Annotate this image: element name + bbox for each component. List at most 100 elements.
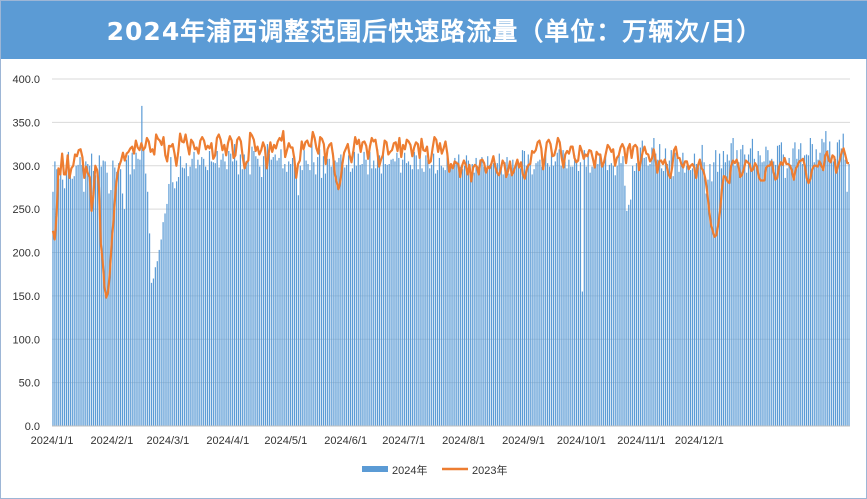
bar-2024 [711, 181, 713, 426]
bar-2024 [83, 191, 85, 426]
bar-2024 [709, 164, 711, 426]
bar-2024 [581, 291, 583, 426]
bar-2024 [463, 165, 466, 426]
bar-2024 [637, 157, 640, 426]
bar-2024 [562, 150, 564, 426]
bar-2024 [290, 164, 292, 426]
bar-2024 [510, 167, 512, 427]
bar-2024 [75, 165, 77, 426]
bar-2024 [811, 144, 813, 426]
bar-2024 [773, 161, 775, 426]
bar-2024 [635, 163, 638, 426]
bar-2024 [798, 149, 800, 426]
y-tick-label: 50.0 [19, 378, 40, 390]
bar-2024 [622, 156, 624, 426]
bar-2024 [272, 157, 274, 426]
bar-2024 [303, 150, 305, 426]
bar-2024 [307, 164, 309, 426]
bar-2024 [334, 160, 336, 427]
bar-2024 [782, 154, 784, 426]
bar-2024 [373, 160, 375, 427]
bar-2024 [585, 166, 587, 426]
bar-2024 [270, 159, 272, 426]
bar-2024 [54, 161, 56, 426]
bar-2024 [587, 151, 589, 426]
bar-2024 [237, 174, 240, 426]
x-tick-label: 2024/10/1 [557, 435, 606, 447]
bar-2024 [168, 183, 170, 426]
bar-2024 [518, 164, 520, 426]
bar-2024 [469, 173, 471, 426]
bar-2024 [177, 177, 180, 426]
bar-2024 [699, 158, 701, 426]
bar-2024 [769, 160, 771, 427]
bar-2024 [317, 157, 319, 426]
bar-2024 [409, 164, 412, 426]
bar-2024 [355, 165, 357, 426]
bar-2024 [388, 164, 390, 426]
bar-2024 [771, 158, 773, 426]
bar-2024 [490, 164, 493, 426]
bar-2024 [527, 154, 529, 426]
bar-2024 [295, 176, 298, 426]
bar-2024 [543, 158, 545, 426]
bar-2024 [315, 174, 317, 426]
bar-2024 [794, 142, 796, 426]
bar-2024 [367, 174, 369, 426]
bar-2024 [618, 152, 620, 427]
bar-2024 [322, 156, 325, 426]
bar-2024 [765, 146, 767, 426]
bar-2024 [185, 163, 187, 426]
bar-2024 [423, 171, 425, 426]
bar-2024 [749, 148, 752, 426]
bar-2024 [276, 160, 278, 427]
bar-2024 [224, 161, 226, 426]
series-2024-bars [52, 105, 850, 427]
bar-2024 [601, 162, 603, 426]
bar-2024 [278, 157, 280, 426]
bar-2024 [371, 168, 373, 426]
bar-2024 [643, 157, 645, 426]
y-axis-ticks: 0.0 50.0 100.0 150.0 200.0 250.0 300.0 350.0 400… [12, 74, 40, 433]
bar-2024 [661, 168, 663, 426]
bar-2024 [400, 172, 402, 426]
bar-2024 [461, 169, 464, 426]
bar-2024 [494, 163, 497, 426]
bar-2024 [135, 152, 137, 427]
bar-2024 [564, 161, 566, 426]
bar-2024 [693, 153, 696, 426]
bar-2024 [166, 203, 168, 426]
bar-2024 [288, 161, 290, 426]
bar-2024 [365, 159, 367, 426]
bar-2024 [98, 155, 100, 426]
bar-2024 [369, 151, 371, 426]
bar-2024 [603, 162, 605, 426]
bar-2024 [604, 153, 607, 426]
bar-2024 [539, 159, 541, 426]
bar-2024 [114, 167, 116, 427]
bar-2024 [574, 155, 576, 426]
bar-2024 [529, 164, 531, 426]
y-tick-label: 150.0 [12, 291, 40, 303]
bar-2024 [575, 159, 578, 426]
bar-2024 [131, 152, 133, 427]
bar-2024 [264, 156, 267, 426]
bar-2024 [707, 179, 709, 426]
bar-2024 [280, 149, 282, 426]
bar-2024 [133, 169, 135, 426]
bar-2024 [421, 168, 423, 426]
bar-2024 [433, 153, 435, 426]
y-tick-label: 300.0 [12, 161, 40, 173]
bar-2024 [724, 162, 726, 426]
bar-2024 [349, 171, 352, 426]
bar-2024 [187, 176, 189, 426]
bar-2024 [805, 154, 808, 426]
bar-2024 [301, 170, 303, 426]
bar-2024 [156, 261, 158, 426]
bar-2024 [52, 191, 54, 426]
bar-2024 [715, 150, 717, 426]
bar-2024 [454, 157, 456, 426]
bar-2024 [678, 171, 680, 426]
bar-2024 [268, 153, 270, 426]
bar-2024 [218, 167, 220, 427]
